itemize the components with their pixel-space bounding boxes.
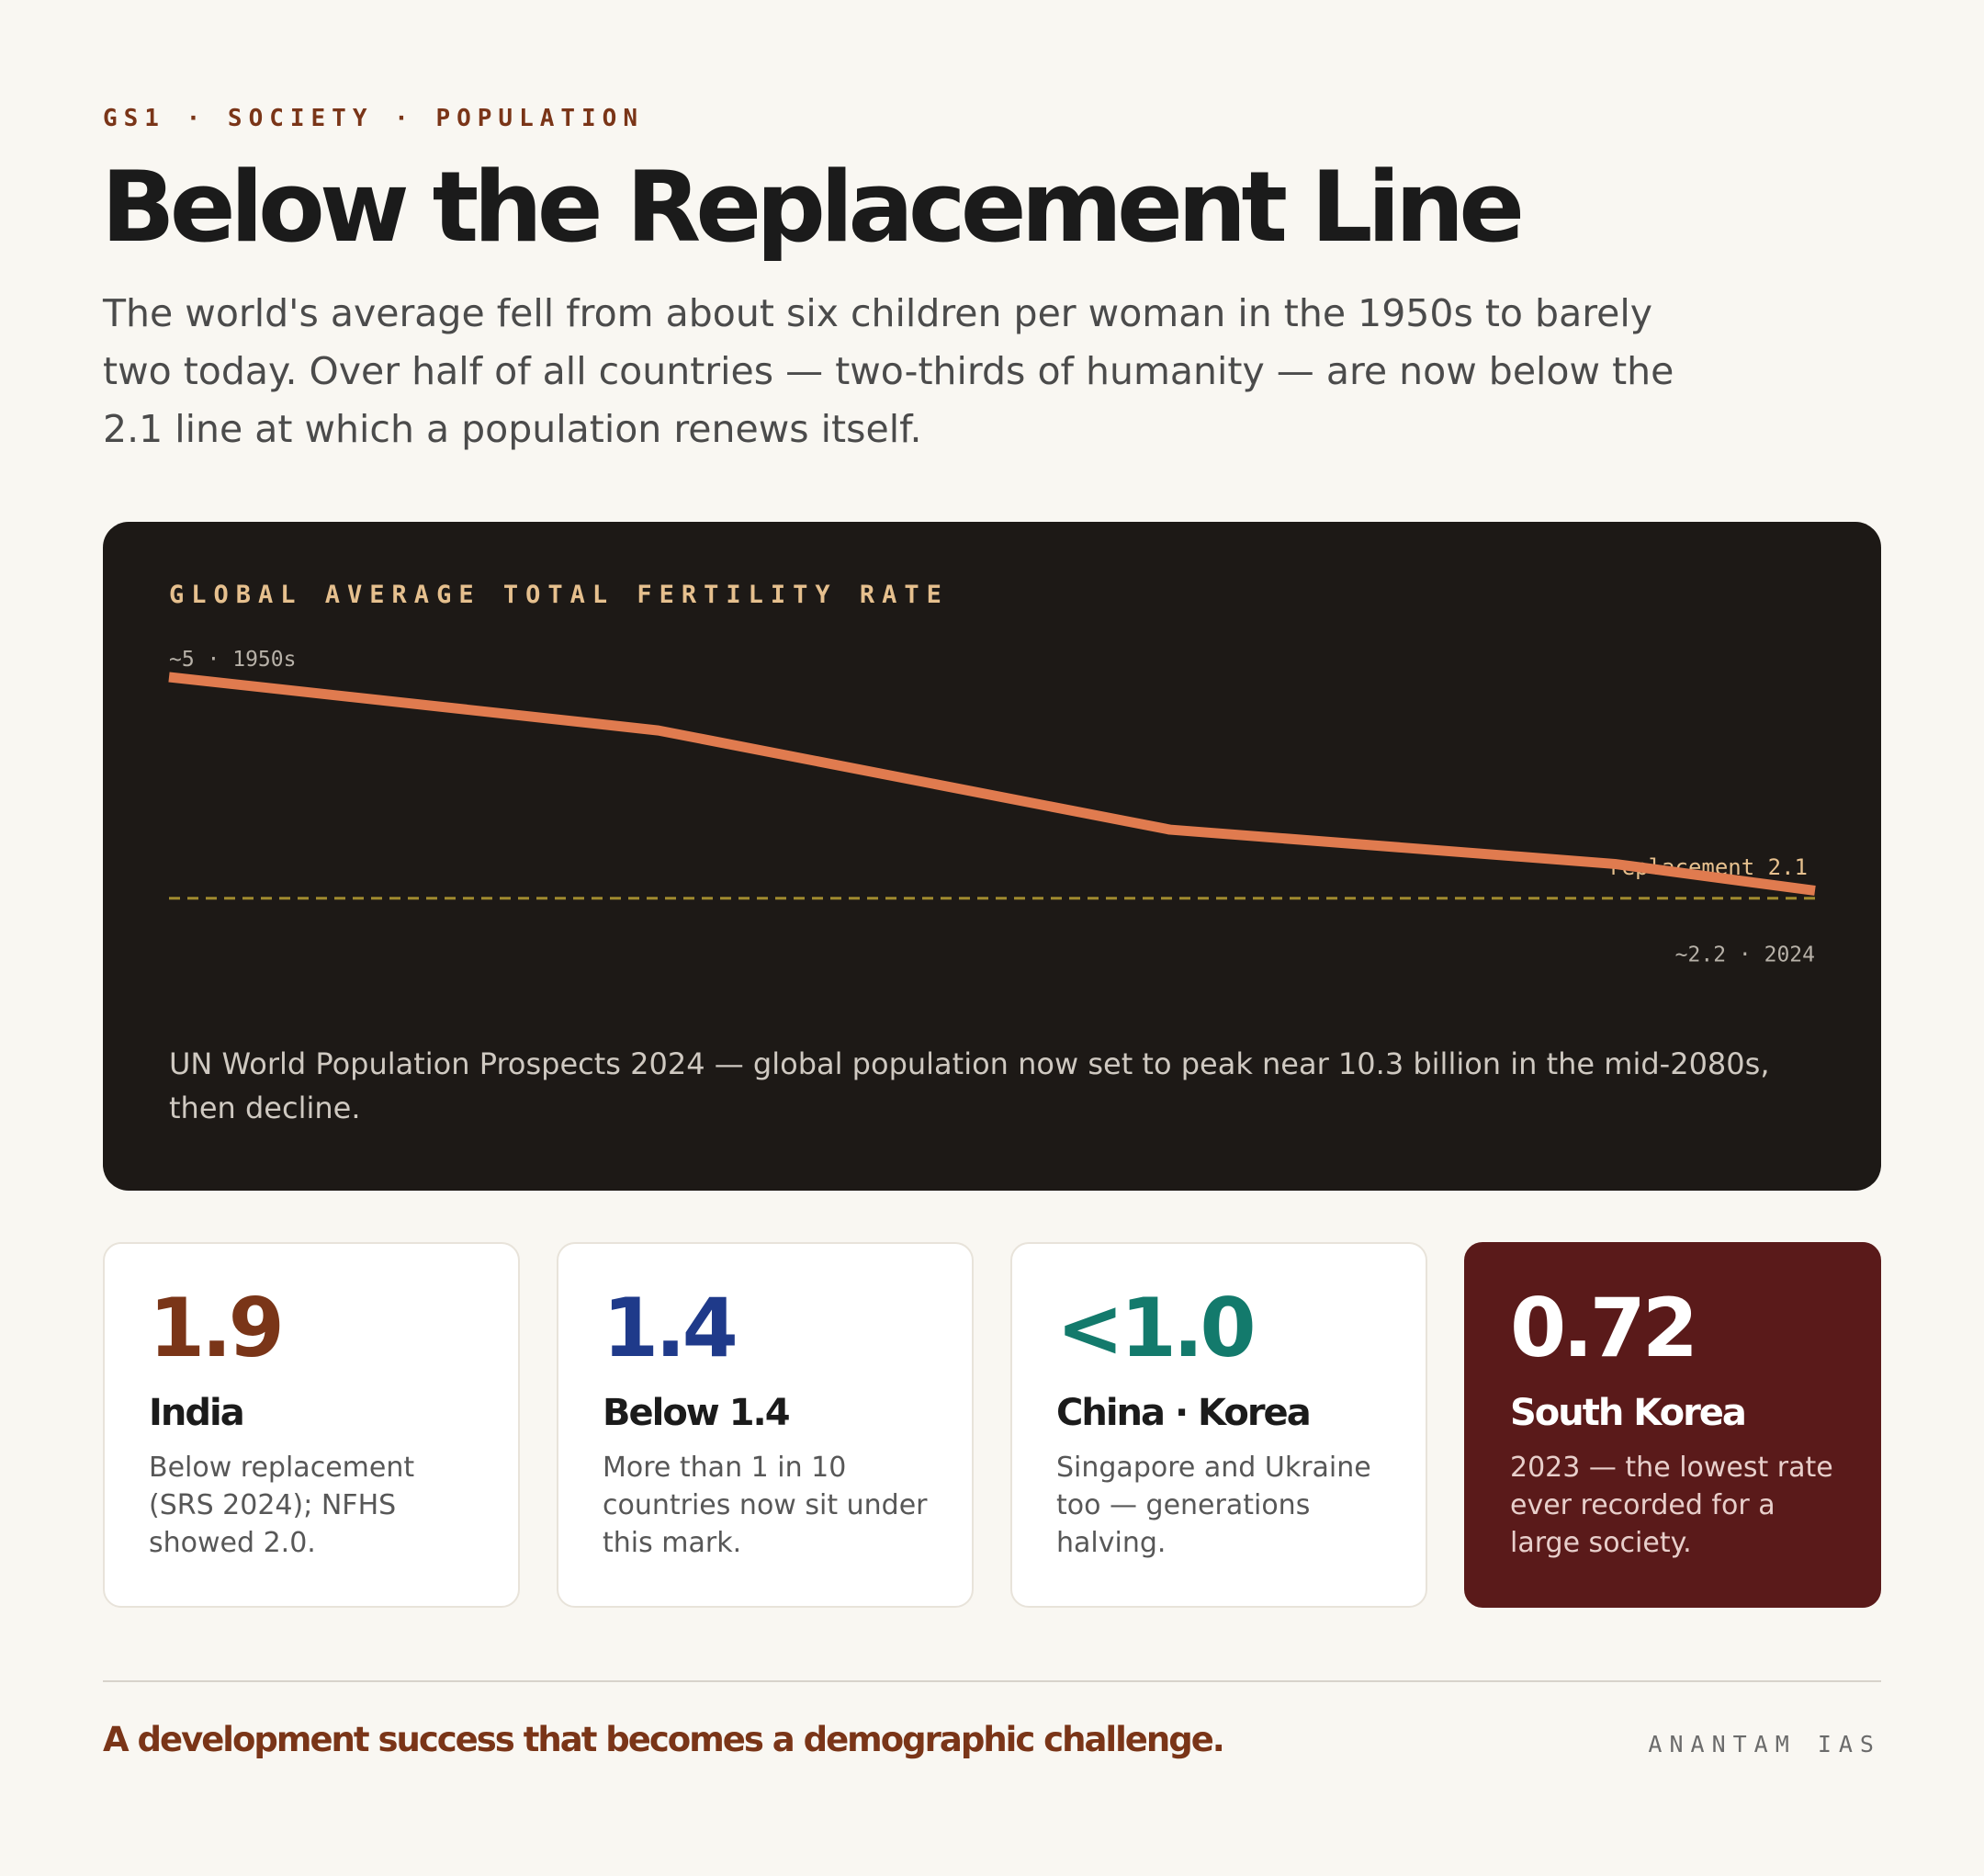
footer-tagline: A development success that becomes a dem… <box>103 1720 1225 1759</box>
stat-card-india: 1.9 India Below replacement (SRS 2024); … <box>103 1242 520 1608</box>
fertility-line-chart: replacement 2.1~5 · 1950s~2.2 · 2024 <box>168 648 1816 966</box>
footer-brand: ANANTAM IAS <box>1648 1731 1881 1757</box>
stat-label: China · Korea <box>1056 1391 1312 1434</box>
page-title: Below the Replacement Line <box>101 151 1525 264</box>
stat-label: India <box>149 1391 245 1434</box>
chart-title: GLOBAL AVERAGE TOTAL FERTILITY RATE <box>169 581 949 609</box>
stat-label: Below 1.4 <box>603 1391 791 1434</box>
stat-value: 1.9 <box>149 1281 285 1375</box>
start-value-label: ~5 · 1950s <box>169 648 296 672</box>
end-value-label: ~2.2 · 2024 <box>1675 943 1815 966</box>
fertility-series-line <box>168 672 1816 896</box>
chart-card: GLOBAL AVERAGE TOTAL FERTILITY RATE repl… <box>103 522 1881 1191</box>
stat-value: <1.0 <box>1056 1281 1257 1375</box>
stat-description: Singapore and Ukraine too — generations … <box>1056 1451 1371 1559</box>
stat-card-below-1-4: 1.4 Below 1.4 More than 1 in 10 countrie… <box>557 1242 974 1608</box>
stat-description: 2023 — the lowest rate ever recorded for… <box>1510 1451 1833 1559</box>
stat-card-china-korea: <1.0 China · Korea Singapore and Ukraine… <box>1010 1242 1427 1608</box>
stat-description: Below replacement (SRS 2024); NFHS showe… <box>149 1451 415 1559</box>
chart-source-note: UN World Population Prospects 2024 — glo… <box>169 1046 1770 1125</box>
stat-card-south-korea: 0.72 South Korea 2023 — the lowest rate … <box>1464 1242 1881 1608</box>
stat-value: 0.72 <box>1510 1281 1698 1375</box>
stat-value: 1.4 <box>603 1281 738 1375</box>
stat-description: More than 1 in 10 countries now sit unde… <box>603 1451 928 1559</box>
section-kicker: GS1 · SOCIETY · POPULATION <box>103 105 644 132</box>
footer-divider <box>103 1680 1881 1682</box>
stat-label: South Korea <box>1510 1391 1747 1434</box>
page-subtitle: The world's average fell from about six … <box>103 291 1674 451</box>
